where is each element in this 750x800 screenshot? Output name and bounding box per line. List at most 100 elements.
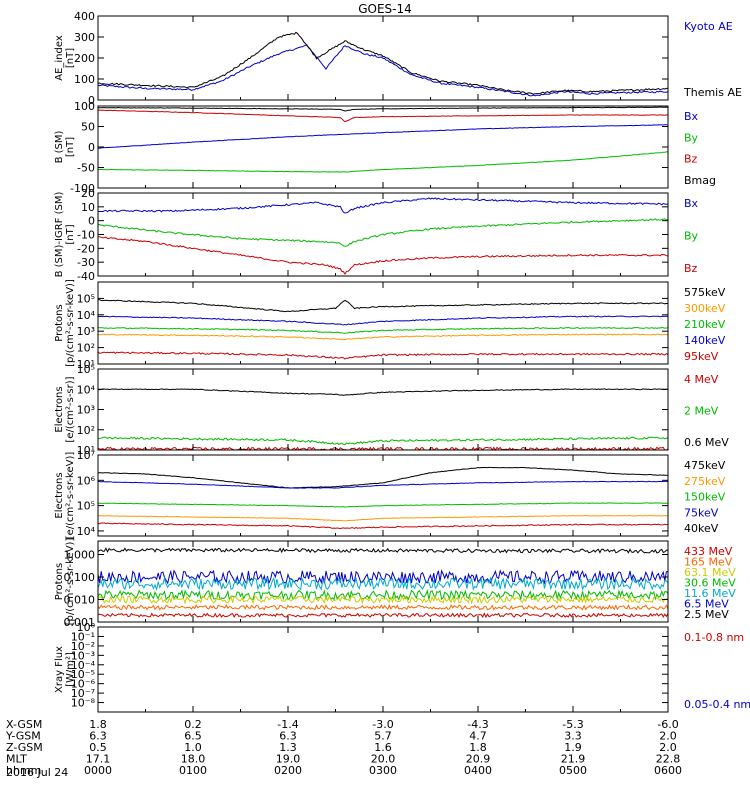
y-tick-label: 0.100 [64, 571, 96, 584]
y-tick-label: 50 [81, 121, 95, 134]
orbit-value: 1.3 [279, 741, 297, 754]
series-line-protons2-2 [97, 576, 669, 591]
orbit-row-label: Z-GSM [6, 741, 43, 754]
legend-entry: 2 MeV [684, 405, 719, 418]
legend-entry: 40keV [684, 522, 719, 535]
legend-entry: 210keV [684, 318, 726, 331]
legend-entry: 2.5 MeV [684, 608, 729, 621]
series-line-protons1-4 [97, 351, 669, 360]
y-tick-label: 10⁻⁷ [71, 687, 95, 700]
y-axis-label: [p/(cm²-s-sr-keV)] [65, 538, 76, 626]
series-line-ae-0 [97, 44, 669, 97]
series-line-bigrf-0 [97, 197, 669, 214]
y-tick-label: 10² [77, 342, 95, 355]
panel-ae: 0 100 200 300 400 AE_index [nT] Kyoto AE Themis … [54, 10, 742, 107]
panel-frame-xray [97, 626, 669, 713]
legend-entry: 4 MeV [684, 373, 719, 386]
legend-entry: 165 MeV [684, 556, 733, 569]
orbit-value: 18.0 [181, 753, 206, 766]
legend-entry: 75keV [684, 506, 719, 519]
panel-electrons1: 10¹ 10² 10³ 10⁴ 10⁵ Electrons [e/(cm²-s-sr)] 4 … [54, 363, 729, 457]
y-axis-label: AE_index [54, 35, 65, 81]
y-axis-label: Electrons [54, 472, 65, 518]
orbit-row-label: X-GSM [6, 718, 42, 731]
legend-entry: Themis AE [683, 86, 742, 99]
orbit-value: -5.3 [562, 718, 583, 731]
orbit-value: 22.8 [656, 753, 681, 766]
y-tick-label: 10⁻³ [71, 649, 95, 662]
y-tick-label: 400 [74, 10, 95, 23]
y-tick-label: 1.000 [64, 549, 96, 562]
orbit-value: 1.9 [564, 741, 582, 754]
y-tick-label: 10⁴ [77, 383, 96, 396]
panel-frame-bsm [97, 105, 669, 189]
orbit-value: 0500 [559, 764, 587, 777]
orbit-value: 0100 [179, 764, 207, 777]
y-axis-label: [e/(cm²-s-sr-keV)] [65, 452, 76, 540]
legend-entry: By [684, 131, 699, 144]
legend-entry: 30.6 MeV [684, 577, 736, 590]
y-axis-label: Protons [54, 563, 65, 600]
panel-electrons2: 10⁴ 10⁵ 10⁶ 10⁷ Electrons [e/(cm²-s-sr-keV)] 4… [54, 449, 726, 539]
series-line-protons1-3 [97, 333, 669, 341]
legend-entry: 433 MeV [684, 545, 733, 558]
y-axis-label: B (SM)-IGRF (SM) [54, 192, 65, 278]
y-tick-label: 200 [74, 52, 95, 65]
series-line-protons1-0 [97, 299, 668, 313]
series-line-bigrf-2 [97, 236, 669, 275]
panel-frame-protons1 [97, 281, 669, 365]
orbit-value: 1.0 [184, 741, 202, 754]
orbit-value: 4.7 [469, 730, 487, 743]
series-line-protons2-4 [97, 594, 669, 605]
y-tick-label: -20 [77, 242, 95, 255]
y-axis-label: [nT] [65, 224, 76, 244]
orbit-row-label: hhmm [6, 764, 41, 777]
orbit-value: 0200 [274, 764, 302, 777]
legend-entry: 0.1-0.8 nm [684, 631, 744, 644]
orbit-value: 20.9 [466, 753, 491, 766]
orbit-value: -1.4 [277, 718, 298, 731]
y-tick-label: -10 [77, 229, 95, 242]
legend-entry: Bx [684, 110, 699, 123]
series-line-electrons2-1 [97, 480, 669, 489]
orbit-value: 17.1 [86, 753, 111, 766]
plot-title: GOES-14 [358, 2, 412, 16]
date-label: 2016 Jul 24 [6, 766, 68, 779]
y-tick-label: 10⁻⁵ [71, 668, 95, 681]
series-line-protons1-1 [97, 315, 669, 326]
orbit-value: 21.9 [561, 753, 586, 766]
panel-protons2: 1.000 0.100 0.010 0.001 Protons [p/(cm²-s-sr-… [54, 538, 736, 629]
series-line-protons2-6 [97, 612, 669, 619]
y-tick-label: 10⁻⁶ [71, 678, 96, 691]
y-tick-label: 10⁻² [71, 640, 95, 653]
y-tick-label: 10² [77, 424, 95, 437]
orbit-value: 1.6 [374, 741, 392, 754]
y-tick-label: 10³ [77, 325, 95, 338]
legend-entry: Bmag [684, 174, 716, 187]
y-tick-label: 0.010 [64, 594, 96, 607]
y-axis-label: [nT] [65, 137, 76, 157]
legend-entry: Kyoto AE [684, 20, 733, 33]
series-line-electrons2-4 [97, 522, 669, 530]
orbit-value: 1.8 [89, 718, 107, 731]
orbit-value: 2.0 [659, 730, 677, 743]
orbit-value: -4.3 [467, 718, 488, 731]
legend-entry: 6.5 MeV [684, 598, 729, 611]
y-axis-label: [W/m²] [65, 652, 76, 687]
legend-entry: 150keV [684, 491, 726, 504]
orbit-value: 3.3 [564, 730, 582, 743]
legend-entry: 11.6 MeV [684, 587, 736, 600]
y-tick-label: 0 [88, 215, 95, 228]
y-tick-label: 300 [74, 31, 95, 44]
legend-entry: 300keV [684, 302, 726, 315]
panel-frame-electrons2 [97, 454, 669, 537]
y-axis-label: [nT] [65, 48, 76, 68]
y-tick-label: 0 [88, 94, 95, 107]
legend-entry: Bz [684, 262, 698, 275]
y-tick-label: 10⁻⁸ [71, 697, 96, 710]
y-tick-label: -40 [77, 270, 95, 283]
series-line-electrons2-2 [97, 502, 669, 508]
y-tick-label: -30 [77, 256, 95, 269]
y-tick-label: 0 [88, 141, 95, 154]
